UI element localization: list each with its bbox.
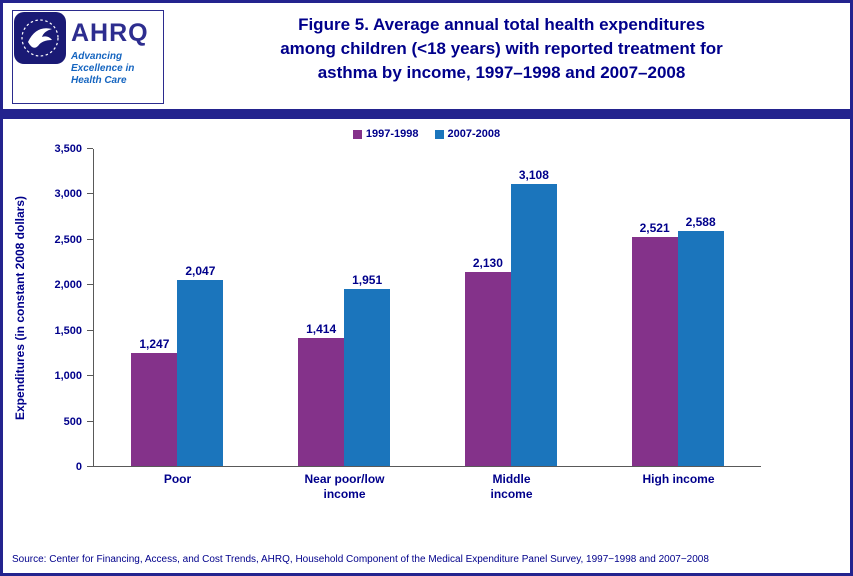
plot-area: 1,247 2,047 1,414 1,951 2,130 3,108 2,521 2,588 xyxy=(93,149,761,467)
bar-value-label: 1,414 xyxy=(306,321,337,336)
bar-value-label: 2,521 xyxy=(639,220,670,235)
source-text: Source: Center for Financing, Access, an… xyxy=(12,554,709,565)
bar-1997-1998 xyxy=(131,352,178,466)
bar-group: 2,521 2,588 xyxy=(631,214,724,466)
y-tick-mark xyxy=(87,148,93,149)
chart-legend: 1997-1998 2007-2008 xyxy=(3,125,850,143)
category-label: Near poor/low income xyxy=(304,472,385,501)
logo-tagline: Advancing Excellence in Health Care xyxy=(71,51,134,87)
x-axis-category-labels: Poor Near poor/low income Middle income High … xyxy=(94,472,762,502)
legend-swatch xyxy=(434,129,444,139)
bar-2007-2008 xyxy=(677,230,724,466)
bar-value-label: 2,047 xyxy=(185,264,216,279)
y-tick-mark xyxy=(87,193,93,195)
figure-title: Figure 5. Average annual total health ex… xyxy=(173,13,830,84)
ahrq-logo-text: AHRQ xyxy=(71,19,149,47)
y-tick-label: 3,500 xyxy=(54,143,82,155)
bar-1997-1998 xyxy=(631,236,678,466)
category-label: Middle income xyxy=(490,472,533,501)
y-tick-label: 3,000 xyxy=(54,188,82,201)
y-tick-label: 0 xyxy=(75,461,82,473)
category-label: High income xyxy=(642,472,715,486)
plot-row: Expenditures (in constant 2008 dollars) … xyxy=(3,143,850,473)
category-label: Poor xyxy=(163,472,192,486)
chart-area: 1997-1998 2007-2008 Expenditures (in cons… xyxy=(3,119,850,548)
bar-value-label: 2,130 xyxy=(472,256,503,271)
bar-with-label: 2,047 xyxy=(177,264,224,466)
bar-value-label: 1,951 xyxy=(352,272,383,287)
y-tick-label: 1,500 xyxy=(54,324,82,337)
bar-2007-2008 xyxy=(510,183,557,466)
bar-with-label: 2,588 xyxy=(677,214,724,466)
bar-value-label: 1,247 xyxy=(139,336,170,351)
y-tick-mark xyxy=(87,375,93,377)
bar-2007-2008 xyxy=(177,280,224,466)
y-tick-label: 1,000 xyxy=(54,370,82,383)
figure-title-line: asthma by income, 1997–1998 and 2007–200… xyxy=(317,62,686,82)
y-tick-mark xyxy=(87,466,93,467)
bar-2007-2008 xyxy=(344,288,391,466)
legend-item: 1997-1998 xyxy=(352,128,419,140)
header-divider-bar xyxy=(3,109,850,119)
y-axis-ticks: 0 500 1,000 1,500 2,000 2,500 3,000 3,500 xyxy=(37,143,93,473)
legend-swatch xyxy=(352,129,362,139)
bar-with-label: 3,108 xyxy=(510,167,557,466)
bar-1997-1998 xyxy=(464,272,511,466)
bar-value-label: 2,588 xyxy=(685,214,716,229)
logo-tagline-line: Health Care xyxy=(71,75,127,86)
bar-group: 1,247 2,047 xyxy=(131,264,224,466)
bar-group: 2,130 3,108 xyxy=(464,167,557,466)
bar-with-label: 2,130 xyxy=(464,256,511,466)
y-axis-title-column: Expenditures (in constant 2008 dollars) xyxy=(3,149,37,467)
legend-label: 1997-1998 xyxy=(365,128,419,140)
bar-with-label: 1,951 xyxy=(344,272,391,466)
hhs-seal-icon xyxy=(14,12,66,64)
figure-title-line: Figure 5. Average annual total health ex… xyxy=(298,15,705,34)
y-tick-mark xyxy=(87,329,93,331)
logo-tagline-line: Advancing xyxy=(71,51,123,62)
bar-with-label: 2,521 xyxy=(631,220,678,466)
bar-group: 1,414 1,951 xyxy=(298,272,391,466)
y-tick-label: 2,500 xyxy=(54,233,82,246)
bar-value-label: 3,108 xyxy=(518,167,549,182)
legend-item: 2007-2008 xyxy=(434,128,501,140)
header: AHRQ Advancing Excellence in Health Care… xyxy=(3,3,850,109)
logo-tagline-line: Excellence in xyxy=(71,63,135,74)
y-tick-mark xyxy=(87,238,93,240)
bar-1997-1998 xyxy=(298,337,345,466)
bar-with-label: 1,247 xyxy=(131,336,178,466)
ahrq-logo: AHRQ Advancing Excellence in Health Care xyxy=(12,10,164,104)
y-tick-mark xyxy=(87,420,93,422)
y-tick-label: 2,000 xyxy=(54,279,82,292)
legend-label: 2007-2008 xyxy=(447,128,501,140)
y-tick-label: 500 xyxy=(63,415,82,428)
y-axis-title: Expenditures (in constant 2008 dollars) xyxy=(13,195,27,421)
y-tick-mark xyxy=(87,284,93,286)
bar-with-label: 1,414 xyxy=(298,321,345,466)
figure-title-line: among children (<18 years) with reported… xyxy=(280,38,723,58)
